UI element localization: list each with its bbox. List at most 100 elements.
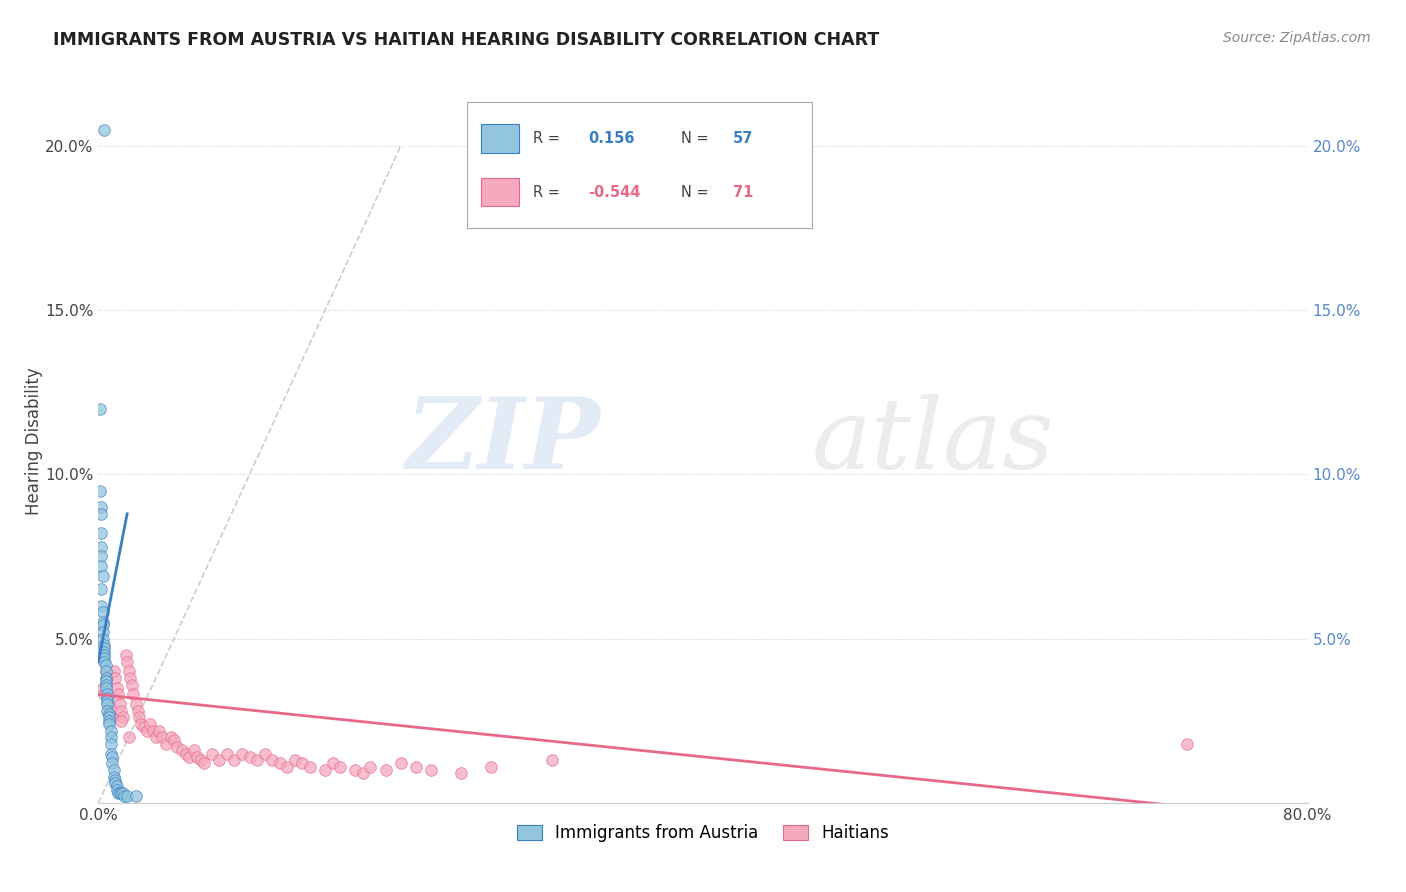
Point: [90, 582, 112, 597]
Point: [96, 671, 118, 685]
Point: [115, 655, 138, 669]
Point: [98, 717, 121, 731]
Point: [93, 687, 115, 701]
Point: [93, 638, 115, 652]
Point: [129, 717, 152, 731]
Point: [104, 772, 127, 787]
Point: [104, 776, 127, 790]
Point: [100, 723, 122, 738]
Point: [91, 618, 114, 632]
Point: [94, 671, 117, 685]
Point: [239, 749, 262, 764]
Point: [224, 753, 246, 767]
Point: [91, 605, 114, 619]
Point: [186, 749, 208, 764]
Point: [118, 730, 141, 744]
Point: [314, 763, 336, 777]
Point: [115, 789, 138, 804]
Point: [112, 789, 135, 804]
Point: [93, 648, 115, 662]
Point: [110, 714, 132, 728]
Point: [103, 770, 125, 784]
Legend: Immigrants from Austria, Haitians: Immigrants from Austria, Haitians: [510, 817, 896, 848]
Point: [96, 694, 118, 708]
Point: [166, 739, 188, 754]
Point: [179, 749, 201, 764]
Y-axis label: Hearing Disability: Hearing Disability: [25, 368, 44, 516]
Point: [299, 760, 322, 774]
Point: [108, 698, 131, 712]
Point: [98, 714, 121, 728]
Point: [100, 747, 122, 761]
Point: [1175, 737, 1198, 751]
Point: [90, 526, 112, 541]
Point: [344, 763, 367, 777]
Point: [284, 753, 307, 767]
Point: [183, 743, 205, 757]
Point: [170, 743, 193, 757]
Point: [120, 671, 142, 685]
Point: [125, 789, 148, 804]
Point: [94, 681, 117, 695]
Point: [389, 756, 412, 771]
Text: Source: ZipAtlas.com: Source: ZipAtlas.com: [1223, 31, 1371, 45]
Point: [101, 749, 124, 764]
Point: [135, 723, 157, 738]
Point: [91, 632, 114, 646]
Point: [98, 698, 121, 712]
Point: [269, 756, 291, 771]
Point: [90, 500, 112, 515]
Point: [253, 747, 276, 761]
Point: [231, 747, 253, 761]
Point: [420, 763, 443, 777]
Point: [94, 665, 117, 679]
Point: [114, 648, 136, 662]
Point: [111, 710, 134, 724]
Point: [163, 733, 186, 747]
Point: [160, 730, 183, 744]
Point: [107, 786, 129, 800]
Point: [91, 615, 114, 630]
Point: [98, 710, 121, 724]
Point: [89, 401, 111, 416]
Point: [104, 671, 127, 685]
Point: [105, 780, 128, 794]
Point: [118, 665, 141, 679]
Point: [90, 507, 112, 521]
Point: [246, 753, 269, 767]
Point: [96, 698, 118, 712]
Point: [101, 756, 124, 771]
Text: ZIP: ZIP: [405, 393, 600, 490]
Point: [100, 737, 122, 751]
Point: [201, 747, 224, 761]
Point: [103, 763, 125, 777]
Point: [96, 690, 118, 705]
Point: [90, 599, 112, 613]
Point: [208, 753, 231, 767]
Point: [360, 760, 382, 774]
Point: [127, 704, 149, 718]
Point: [190, 753, 212, 767]
Point: [110, 704, 132, 718]
Point: [174, 747, 197, 761]
Point: [110, 786, 132, 800]
Point: [193, 756, 215, 771]
Point: [108, 786, 131, 800]
Point: [121, 677, 143, 691]
Point: [90, 540, 112, 554]
Point: [93, 645, 115, 659]
Point: [90, 549, 112, 564]
Point: [132, 720, 155, 734]
Point: [98, 707, 121, 722]
Point: [128, 710, 150, 724]
Point: [540, 753, 562, 767]
Point: [93, 641, 115, 656]
Point: [90, 559, 112, 574]
Point: [100, 704, 122, 718]
Point: [322, 756, 344, 771]
Point: [93, 655, 115, 669]
Point: [94, 674, 117, 689]
Point: [93, 122, 115, 136]
Point: [107, 687, 129, 701]
Point: [94, 657, 117, 672]
